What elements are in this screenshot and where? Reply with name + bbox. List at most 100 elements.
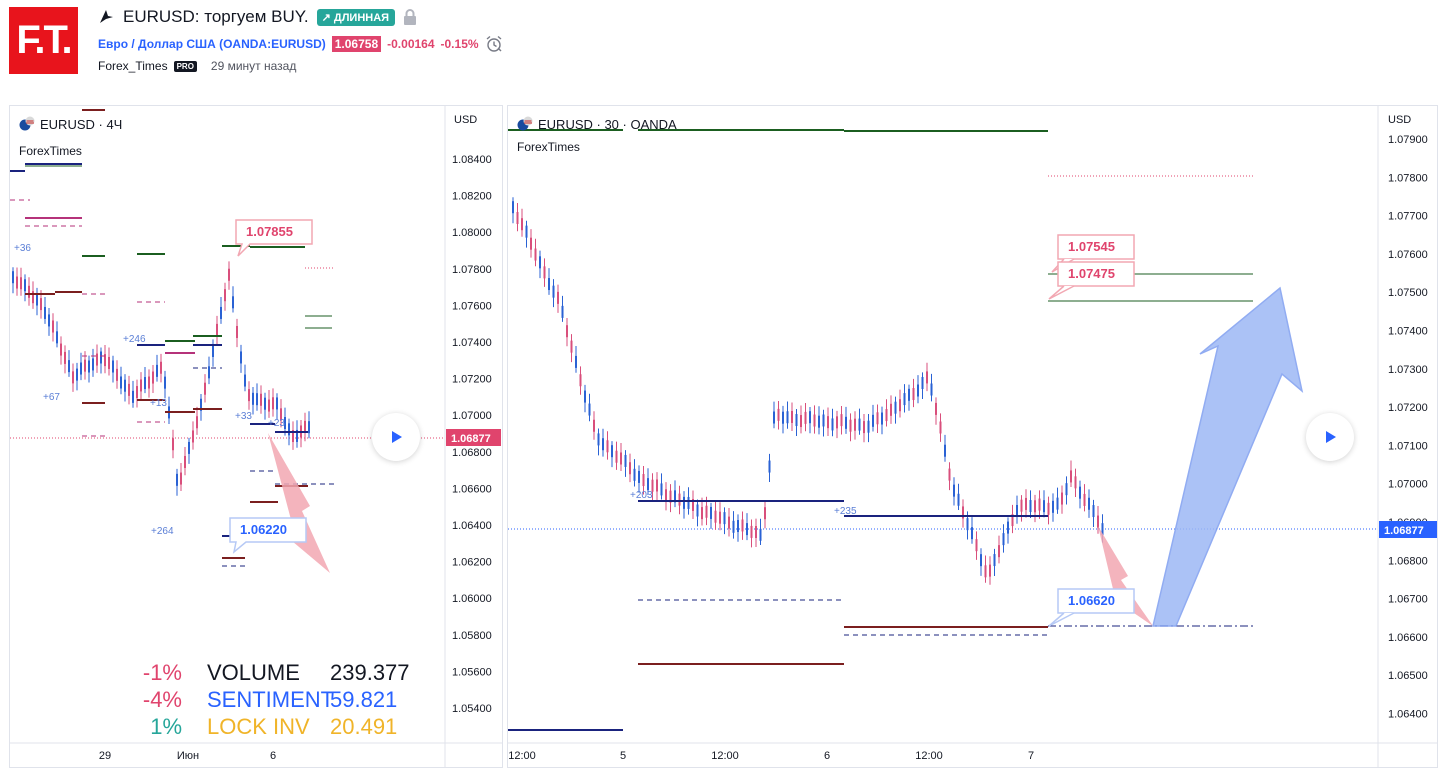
candle-body [678,493,681,506]
candle-body [899,399,901,412]
price-tick: 1.06800 [1388,555,1428,567]
candle-body [917,384,919,397]
right-legend-indicator[interactable]: ForexTimes [517,140,580,154]
candle-body [822,414,825,427]
candle-body [1038,498,1041,511]
candle-body [980,554,982,567]
long-badge: ↗ ДЛИННАЯ [316,8,396,26]
candle-body [140,379,142,392]
candle-body [818,415,820,428]
candle-body [795,414,798,427]
left-chart-canvas[interactable]: 1.08400 1.08200 1.08000 1.07800 1.07600 1.074… [10,106,503,768]
candle-body [36,293,38,306]
candle-body [642,474,645,487]
candle-body [1065,483,1068,496]
candle-body [188,441,190,454]
time-tick: 12:00 [915,750,943,762]
candle-body [876,412,879,425]
candle-body [737,520,739,533]
stat-volume-value: 239.377 [330,659,410,685]
left-volume-labels: +36 +246 +67 +264 +13 +33 +23 [14,243,285,537]
candle-body [849,419,852,432]
author-name[interactable]: Forex_Times [98,59,168,73]
price-tick: 1.06200 [452,557,492,569]
price-tick: 1.05600 [452,666,492,678]
candle-body [1007,521,1009,534]
candle-body [602,438,604,451]
candle-body [136,386,138,399]
candle-body [1020,499,1023,512]
candle-body [728,516,730,529]
candle-body [971,527,973,540]
candle-body [908,388,910,401]
candle-body [256,393,258,406]
candle-body [597,433,600,446]
candle-body [1092,505,1095,518]
candle-body [1079,486,1081,499]
left-legend-indicator[interactable]: ForexTimes [19,144,82,158]
callout-right-2: 1.07475 [1048,261,1135,300]
right-chart-panel[interactable]: 1.07900 1.07800 1.07700 1.07600 1.07500 1.074… [507,105,1438,768]
candle-body [128,383,130,396]
candle-body [28,285,30,298]
current-price: 1.06758 [331,36,382,52]
candle-body [272,397,274,410]
alarm-clock-icon[interactable] [485,35,503,53]
left-chart-panel[interactable]: 1.08400 1.08200 1.08000 1.07800 1.07600 1.074… [9,105,503,768]
candle-body [926,371,928,384]
candle-body [629,462,631,475]
stat-volume-label: VOLUME [207,659,300,685]
candle-body [872,414,874,427]
right-volume-labels: +235 +203 [630,490,857,517]
candle-body [232,296,234,309]
left-legend-symbol[interactable]: EURUSD · 4Ч [19,116,122,132]
candle-body [620,452,622,465]
candle-body [890,403,892,416]
candle-body [615,450,618,463]
candle-body [858,418,861,431]
candle-body [534,248,537,261]
candle-body [638,470,640,483]
candle-body [160,361,162,374]
price-tick: 1.07100 [1388,440,1428,452]
price-tick: 1.06600 [1388,632,1428,644]
candle-body [593,419,595,432]
candle-body [579,374,582,387]
stat-volume: -1% VOLUME 239.377 [130,659,410,686]
candle-body [84,359,86,372]
candle-body [260,393,262,406]
callout-right-low: 1.06620 [1048,588,1135,627]
candle-body [611,445,613,458]
candle-body [714,510,717,523]
stat-lock-inv-label: LOCK INV [207,713,310,739]
callout-right-low-text: 1.06620 [1068,593,1115,608]
candle-body [773,411,775,424]
right-play-button[interactable] [1306,413,1354,461]
candle-body [204,382,206,395]
right-chart-canvas[interactable]: 1.07900 1.07800 1.07700 1.07600 1.07500 1.074… [508,106,1438,768]
left-play-button[interactable] [372,413,420,461]
price-tick: 1.07200 [452,374,492,386]
callout-lower-text: 1.06220 [240,522,287,537]
right-symbol-text: EURUSD · 30 · OANDA [538,116,677,132]
candle-body [1083,493,1086,506]
candle-body [252,392,254,405]
candle-body [606,440,609,453]
symbol-link[interactable]: Евро / Доллар США (OANDA:EURUSD) [98,37,326,51]
candle-body [692,498,694,511]
stat-volume-pct: -1% [142,659,182,685]
candle-body [651,479,654,492]
price-change-percent: -0.15% [440,37,479,51]
candle-body [116,368,118,381]
forex-times-logo[interactable]: F.T. [9,7,78,74]
price-tick: 1.07500 [1388,287,1428,299]
candle-body [24,279,26,292]
callout-upper-text: 1.07855 [246,224,293,239]
candle-body [530,237,532,250]
eur-usd-flag-icon [19,116,35,131]
right-legend-symbol[interactable]: EURUSD · 30 · OANDA [517,116,677,132]
candle-body [32,291,34,304]
price-tick: 1.07000 [1388,479,1428,491]
candle-body [894,401,897,414]
candle-body [575,355,577,368]
